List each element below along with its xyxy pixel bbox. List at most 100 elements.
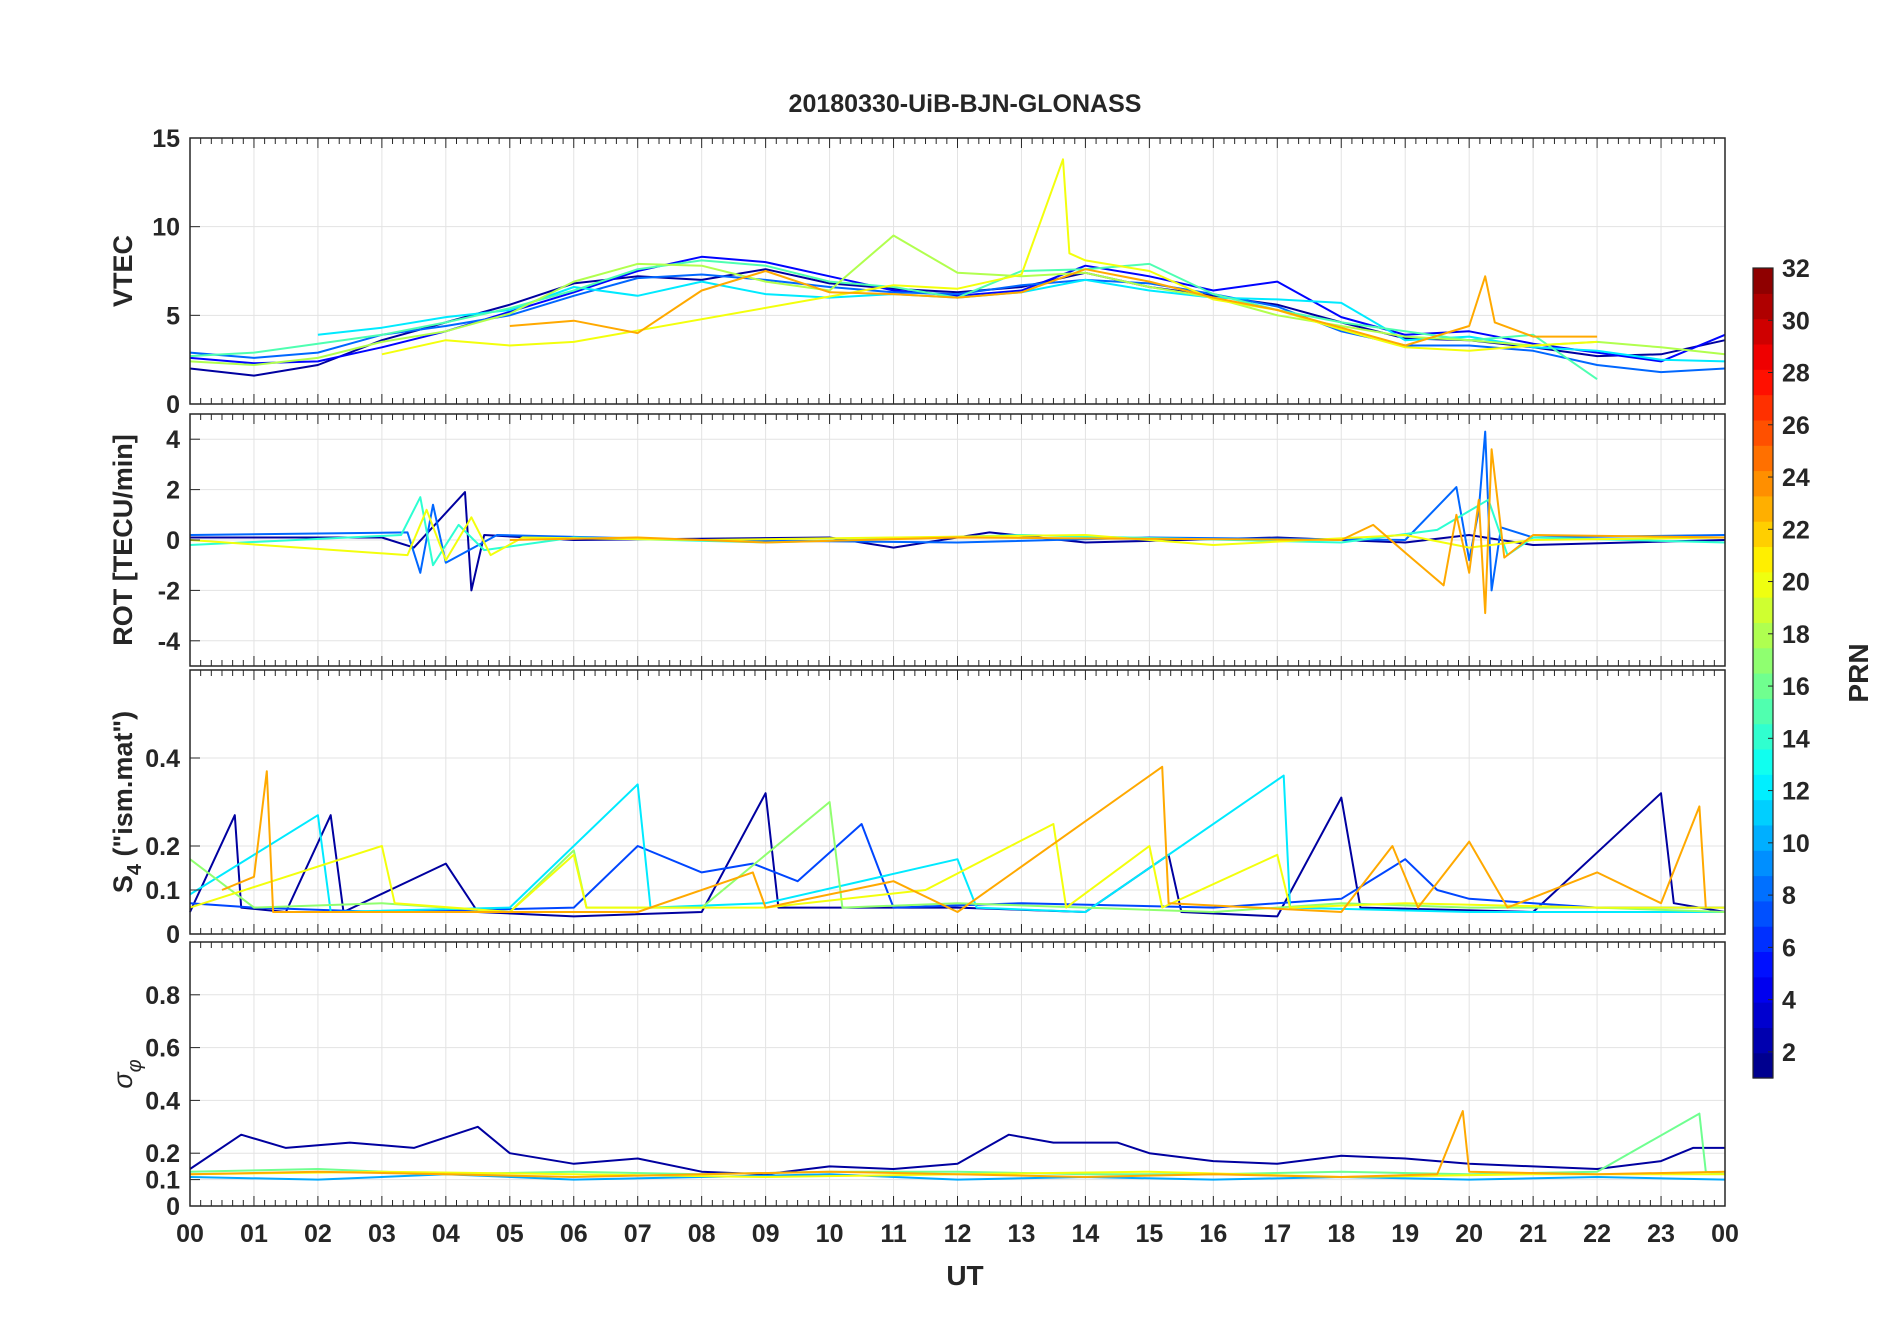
series-line-prn-23 xyxy=(509,268,1598,347)
x-ticks-rot xyxy=(189,414,1726,666)
colorbar-segment xyxy=(1753,647,1773,674)
colorbar-segment xyxy=(1753,774,1773,801)
x-tick-label: 14 xyxy=(1072,1220,1100,1248)
colorbar-segment xyxy=(1753,318,1773,345)
panel-vtec: 0 5 10 15 VTEC xyxy=(108,125,1726,419)
colorbar-segment xyxy=(1753,900,1773,927)
colorbar-tick-label: 32 xyxy=(1782,255,1810,283)
x-tick-label: 06 xyxy=(560,1220,588,1248)
y-axis-label-sigma_phi: σφ xyxy=(108,1059,146,1088)
x-tick-label: 07 xyxy=(624,1220,652,1248)
colorbar-frame xyxy=(1752,267,1774,1079)
y-axis-label-vtec: VTEC xyxy=(108,235,138,307)
colorbar-segment xyxy=(1753,369,1773,396)
colorbar-segment xyxy=(1753,445,1773,472)
colorbar-tick-label: 30 xyxy=(1782,307,1810,335)
x-tick-label: 23 xyxy=(1647,1220,1675,1248)
colorbar-tick-label: 10 xyxy=(1782,830,1810,858)
x-tick-label: 12 xyxy=(944,1220,972,1248)
x-tick-label: 15 xyxy=(1135,1220,1163,1248)
series-group-rot xyxy=(189,430,1726,615)
series-group-sigma_phi xyxy=(189,1110,1726,1181)
colorbar-tick-label: 26 xyxy=(1782,412,1810,440)
colorbar-segment xyxy=(1753,268,1773,294)
y-tick-label: 0.2 xyxy=(145,1140,180,1168)
x-tick-label: 22 xyxy=(1583,1220,1611,1248)
y-tick-label: -2 xyxy=(158,577,180,605)
x-tick-label: 10 xyxy=(816,1220,844,1248)
x-tick-label: 03 xyxy=(368,1220,396,1248)
colorbar-segment xyxy=(1753,673,1773,699)
grid-s4 xyxy=(189,670,1726,935)
colorbar-segment xyxy=(1753,926,1773,953)
x-tick-label: 08 xyxy=(688,1220,716,1248)
y-tick-label: 0.6 xyxy=(145,1035,180,1063)
panel-rot: -4 -2 0 2 4 ROT [TECU/min] xyxy=(108,413,1726,667)
series-line-prn-20 xyxy=(189,823,1725,913)
series-line-prn-2 xyxy=(189,792,1726,918)
x-tick-label: 00 xyxy=(1711,1220,1739,1248)
series-group-vtec xyxy=(189,158,1726,381)
colorbar-segment xyxy=(1753,1027,1773,1054)
x-tick-label: 04 xyxy=(432,1220,460,1248)
chart-title: 20180330-UiB-BJN-GLONASS xyxy=(789,90,1142,118)
colorbar-tick-label: 4 xyxy=(1782,987,1796,1015)
x-tick-label: 02 xyxy=(304,1220,332,1248)
grid-vtec xyxy=(189,137,1726,405)
series-line-prn-18 xyxy=(189,234,1726,366)
colorbar-segment xyxy=(1753,698,1773,725)
y-tick-label: 0 xyxy=(166,391,180,419)
x-tick-label: 09 xyxy=(752,1220,780,1248)
y-tick-label: 0 xyxy=(166,1193,180,1221)
y-tick-label: 5 xyxy=(166,302,180,330)
x-tick-label: 17 xyxy=(1263,1220,1291,1248)
colorbar-segment xyxy=(1753,571,1773,598)
y-tick-label: 0.8 xyxy=(145,982,180,1010)
y-tick-label: 15 xyxy=(152,125,180,153)
colorbar-tick-label: 6 xyxy=(1782,934,1796,962)
x-tick-label: 18 xyxy=(1327,1220,1355,1248)
colorbar-segment xyxy=(1753,748,1773,775)
colorbar-tick-label: 12 xyxy=(1782,778,1810,806)
y-tick-label: 0 xyxy=(166,921,180,949)
colorbar-segment xyxy=(1753,470,1773,497)
x-ticks-s4 xyxy=(189,670,1726,934)
x-tick-label: 21 xyxy=(1519,1220,1547,1248)
colorbar-tick-label: 20 xyxy=(1782,569,1810,597)
colorbar-segment xyxy=(1753,495,1773,522)
series-line-prn-23 xyxy=(221,765,1707,913)
colorbar-tick-label: 8 xyxy=(1782,882,1796,910)
y-tick-label: 0.1 xyxy=(145,877,180,905)
colorbar-segment xyxy=(1753,521,1773,548)
y-tick-label: 0.4 xyxy=(145,745,180,773)
x-tick-label: 11 xyxy=(880,1220,907,1248)
colorbar-tick-label: 14 xyxy=(1782,725,1810,753)
colorbar-segment xyxy=(1753,343,1773,370)
colorbar-segment xyxy=(1753,293,1773,320)
x-ticks-sigma_phi xyxy=(189,942,1726,1206)
x-tick-label: 13 xyxy=(1008,1220,1036,1248)
colorbar-segment xyxy=(1753,394,1773,421)
series-line-prn-23 xyxy=(189,1110,1726,1178)
y-tick-label: 0.1 xyxy=(145,1167,180,1195)
series-group-s4 xyxy=(189,765,1726,918)
colorbar-segment xyxy=(1753,597,1773,623)
x-tick-label: 19 xyxy=(1391,1220,1419,1248)
colorbar-segment xyxy=(1753,824,1773,851)
colorbar-segment xyxy=(1753,622,1773,649)
colorbar-segment xyxy=(1753,419,1773,446)
x-tick-label: 20 xyxy=(1455,1220,1483,1248)
y-tick-label: -4 xyxy=(158,628,180,656)
x-tick-label: 05 xyxy=(496,1220,524,1248)
y-tick-label: 10 xyxy=(152,214,180,242)
series-line-prn-8 xyxy=(189,273,1726,374)
y-axis-label-rot: ROT [TECU/min] xyxy=(108,434,138,645)
colorbar-tick-label: 2 xyxy=(1782,1039,1796,1067)
colorbar-label: PRN xyxy=(1843,643,1874,702)
colorbar-segment xyxy=(1753,799,1773,826)
colorbar-segment xyxy=(1753,1052,1773,1079)
series-line-prn-15 xyxy=(189,259,1598,381)
